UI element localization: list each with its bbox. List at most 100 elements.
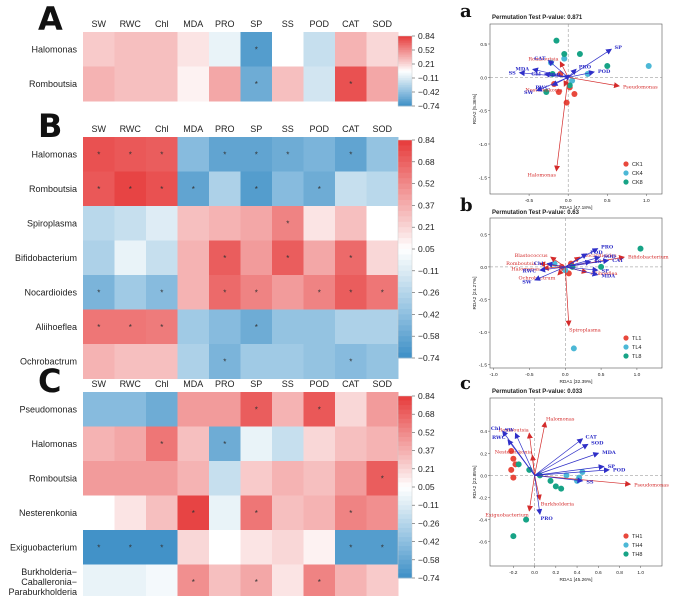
sig-mark-C-4-9: * — [381, 543, 384, 552]
env-arrow-label-RWC: RWC — [523, 269, 537, 275]
taxon-arrow-label-Burkholderia: Burkholderia — [541, 502, 574, 508]
row-label-C-3: Nesterenkonia — [19, 508, 77, 518]
colorbar-segment — [398, 232, 412, 239]
column-header-A-Chl: Chl — [155, 19, 169, 29]
heatmap-cell-C-5-1 — [114, 564, 147, 596]
colorbar-segment — [398, 65, 412, 68]
sig-mark-C-2-9: * — [381, 474, 384, 483]
column-header-C-CAT: CAT — [342, 379, 360, 389]
heatmap-cell-C-5-0 — [83, 564, 115, 596]
env-arrow-SS — [534, 475, 584, 484]
colorbar-tick-label-C-8: −0.42 — [418, 537, 440, 547]
colorbar-segment — [398, 259, 412, 266]
colorbar-segment — [398, 48, 412, 51]
legend-swatch-TH4 — [623, 542, 629, 548]
colorbar-segment — [398, 161, 412, 168]
sig-mark-C-4-1: * — [129, 543, 132, 552]
colorbar-tick-label-B-5: 0.05 — [418, 244, 435, 254]
column-header-A-SOD: SOD — [372, 19, 392, 29]
row-label-B-4: Nocardioides — [24, 287, 77, 297]
sample-point-CK8-3 — [604, 63, 611, 69]
legend-swatch-TL8 — [623, 353, 629, 359]
colorbar-segment — [398, 243, 412, 250]
colorbar-segment — [398, 238, 412, 244]
heatmap-cell-B-5-2 — [146, 309, 178, 345]
heatmap-cell-C-0-7 — [303, 392, 336, 427]
taxon-arrow-label-Bifidobacterium: Bifidobacterium — [628, 254, 669, 260]
env-arrow-POD — [568, 70, 595, 78]
colorbar-tick-label-C-3: 0.37 — [418, 446, 435, 456]
heatmap-cell-C-4-4 — [209, 530, 241, 565]
heatmap-cell-B-3-6 — [272, 240, 304, 276]
colorbar-segment — [398, 57, 412, 60]
heatmap-cell-C-5-6 — [272, 564, 304, 596]
column-header-B-SS: SS — [282, 124, 294, 134]
heatmap-cell-C-0-3 — [177, 392, 210, 427]
heatmap-cell-B-3-4 — [209, 240, 241, 276]
heatmap-cell-B-6-9 — [366, 344, 399, 379]
env-arrow-label-SS: SS — [509, 70, 517, 76]
colorbar-segment — [398, 71, 412, 74]
heatmap-cell-B-5-1 — [114, 309, 147, 345]
sig-mark-C-1-2: * — [160, 440, 163, 449]
legend-swatch-CK1 — [623, 161, 629, 167]
colorbar-tick-label-C-7: −0.26 — [418, 518, 440, 528]
colorbar-segment — [398, 99, 412, 102]
x-tick-label-b-2: 0.0 — [562, 372, 569, 378]
colorbar-segment — [398, 76, 412, 79]
colorbar-segment — [398, 330, 412, 337]
colorbar-segment — [398, 72, 412, 75]
colorbar-segment — [398, 156, 412, 163]
heatmap-cell-A-0-6 — [272, 32, 304, 67]
colorbar-segment — [398, 167, 412, 174]
taxon-arrow-Nesterenkonia — [530, 454, 536, 476]
sig-mark-C-5-5: * — [255, 578, 258, 587]
x-tick-label-c-3: 0.4 — [574, 570, 581, 576]
legend-swatch-CK8 — [623, 179, 629, 185]
heatmap-cell-B-1-6 — [272, 171, 304, 207]
heatmap-cell-C-1-0 — [83, 426, 115, 462]
sig-mark-B-0-8: * — [349, 150, 352, 159]
colorbar-segment — [398, 74, 412, 77]
colorbar-segment — [398, 446, 412, 451]
heatmap-cell-B-5-0 — [83, 309, 115, 345]
heatmap-cell-C-5-4 — [209, 564, 241, 596]
sample-point-TH8-3 — [552, 483, 559, 490]
column-header-A-SW: SW — [92, 19, 107, 29]
heatmap-cell-B-5-4 — [209, 309, 241, 345]
heatmap-cell-A-1-8 — [335, 66, 367, 102]
colorbar-tick-label-B-0: 0.84 — [418, 135, 435, 145]
colorbar-tick-label-A-3: −0.11 — [418, 73, 439, 83]
heatmap-cell-A-0-4 — [209, 32, 241, 67]
colorbar-segment — [398, 276, 412, 283]
sample-point-TH8-7 — [558, 485, 565, 492]
row-label-B-1: Romboutsia — [29, 184, 77, 194]
sample-point-TH1-0 — [508, 448, 515, 455]
heatmap-cell-B-5-8 — [335, 309, 367, 345]
colorbar-segment — [398, 325, 412, 332]
heatmap-cell-B-2-3 — [177, 206, 210, 241]
sig-mark-B-6-4: * — [223, 357, 226, 366]
heatmap-cell-A-1-3 — [177, 66, 210, 102]
sig-mark-C-3-8: * — [349, 509, 352, 518]
colorbar-segment — [398, 88, 412, 91]
row-label-C-5: Paraburkholderia — [8, 587, 77, 596]
heatmap-cell-A-0-1 — [114, 32, 147, 67]
colorbar-segment — [398, 60, 412, 63]
sample-point-CK8-0 — [553, 37, 560, 44]
heatmap-cell-C-0-5 — [240, 392, 273, 427]
colorbar-segment — [398, 216, 412, 223]
colorbar-segment — [398, 400, 412, 406]
sample-point-CK4-1 — [561, 55, 568, 62]
heatmap-cell-B-5-6 — [272, 309, 304, 345]
heatmap-cell-C-4-2 — [146, 530, 178, 565]
heatmap-panel-C: C SW RWC Chl MDA PRO SP SS POD CAT SOD Pseudomonas *… — [8, 362, 440, 596]
colorbar-segment — [398, 100, 412, 103]
heatmap-cell-B-2-4 — [209, 206, 241, 241]
row-label-C-2: Romboutsia — [29, 473, 77, 483]
heatmap-cell-C-2-0 — [83, 461, 115, 496]
heatmap-cell-B-0-5 — [240, 137, 273, 172]
column-header-B-PRO: PRO — [215, 124, 235, 134]
colorbar-segment — [398, 62, 412, 65]
colorbar-segment — [398, 90, 412, 93]
